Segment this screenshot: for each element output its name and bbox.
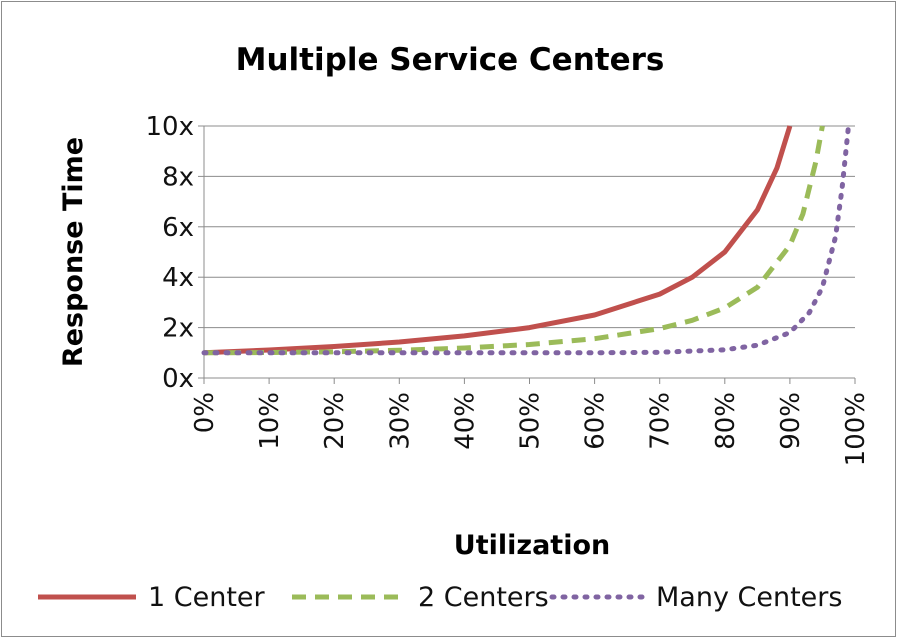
x-tick-label: 10% [255, 392, 285, 450]
series-line [201, 123, 851, 356]
series-line [203, 125, 825, 356]
series-lines [201, 123, 851, 356]
x-tick-label: 20% [320, 392, 350, 450]
x-tick-label: 0% [190, 392, 220, 433]
legend-label: Many Centers [656, 582, 842, 613]
legend-label: 1 Center [148, 582, 266, 613]
x-tick-label: 100% [841, 392, 871, 466]
y-axis-title: Response Time [58, 137, 89, 367]
x-tick-label: 40% [450, 392, 480, 450]
y-tick-labels: 0x 2x 4x 6x 8x 10x [146, 112, 194, 394]
legend: 1 Center 2 Centers Many Centers [38, 582, 842, 613]
y-tick-label: 10x [146, 112, 194, 142]
legend-label: 2 Centers [418, 582, 549, 613]
series-line [203, 125, 793, 356]
y-tick-label: 2x [162, 314, 194, 344]
x-tick-labels: 0% 10% 20% 30% 40% 50% 60% 70% 80% 90% 100% [190, 392, 871, 466]
axes [203, 126, 856, 384]
y-tick-label: 6x [162, 213, 194, 243]
x-tick-label: 90% [776, 392, 806, 450]
y-tick-label: 4x [162, 263, 194, 293]
x-tick-label: 70% [646, 392, 676, 450]
x-tick-label: 60% [581, 392, 611, 450]
x-axis-title: Utilization [454, 530, 610, 561]
y-tick-label: 0x [162, 364, 194, 394]
x-tick-label: 30% [385, 392, 415, 450]
chart-title: Multiple Service Centers [236, 42, 665, 78]
x-tick-label: 50% [516, 392, 546, 450]
gridlines [198, 125, 855, 379]
x-tick-label: 80% [711, 392, 741, 450]
y-tick-label: 8x [162, 162, 194, 192]
